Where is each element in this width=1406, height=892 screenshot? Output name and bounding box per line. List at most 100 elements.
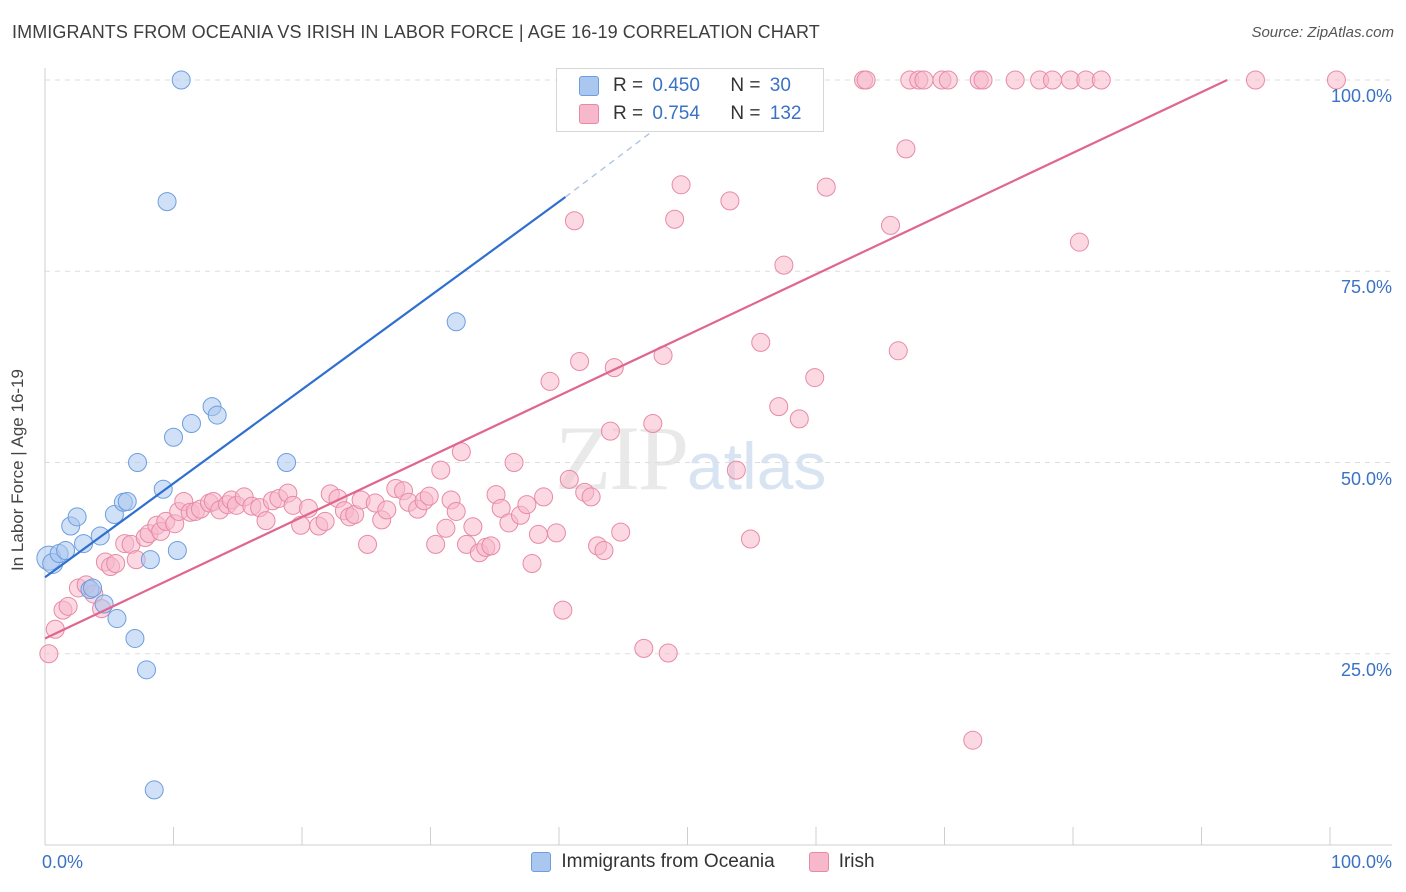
axes	[44, 68, 1392, 846]
legend-n-label: N =	[730, 75, 761, 96]
irish-point	[665, 209, 685, 229]
irish-point	[419, 486, 439, 506]
legend-label-irish: Irish	[838, 851, 875, 872]
legend-r-label: R =	[613, 103, 644, 124]
irish-point	[914, 70, 934, 90]
irish-point	[426, 534, 446, 554]
irish-point	[634, 638, 654, 658]
legend-n-label: N =	[730, 103, 761, 124]
irish-point	[517, 495, 537, 515]
chart-title: IMMIGRANTS FROM OCEANIA VS IRISH IN LABO…	[12, 22, 820, 42]
irish-point	[1245, 70, 1265, 90]
irish-point	[769, 397, 789, 417]
irish-point	[740, 529, 760, 549]
legend-r-value: 0.754	[652, 103, 700, 124]
irish-point	[938, 70, 958, 90]
irish-point	[564, 211, 584, 231]
oceania-trend-line	[44, 196, 567, 579]
y-tick-label: 100.0%	[1330, 86, 1392, 106]
oceania-point	[157, 192, 177, 212]
irish-point	[581, 487, 601, 507]
oceania-point	[117, 492, 137, 512]
oceania-point	[56, 540, 76, 560]
y-tick-label: 25.0%	[1340, 659, 1392, 680]
legend-n-value: 30	[769, 75, 791, 96]
grid-lines	[45, 79, 1392, 655]
irish-point	[436, 518, 456, 538]
irish-point	[106, 553, 126, 573]
irish-point	[896, 139, 916, 159]
oceania-point	[277, 453, 297, 472]
legend-r-label: R =	[613, 75, 644, 96]
oceania-point	[125, 628, 145, 648]
watermark-atlas: atlas	[687, 429, 827, 503]
irish-point	[1326, 70, 1346, 90]
irish-point	[816, 177, 836, 197]
irish-point	[774, 255, 794, 275]
legend-label-oceania: Immigrants from Oceania	[561, 851, 775, 872]
legend-n-value: 132	[769, 103, 802, 124]
legend-swatch-irish	[808, 852, 829, 872]
oceania-point	[144, 780, 164, 800]
irish-point	[1069, 232, 1089, 252]
irish-point	[446, 501, 466, 521]
source-label: Source: ZipAtlas.com	[1251, 24, 1394, 41]
oceania-point	[167, 540, 187, 560]
y-tick-label: 50.0%	[1340, 468, 1392, 489]
irish-point	[431, 460, 451, 480]
irish-point	[315, 511, 335, 531]
irish-point	[463, 517, 483, 537]
irish-point	[481, 536, 501, 556]
irish-point	[540, 371, 560, 391]
correlation-legend: R = 0.450 N = 30 R = 0.754 N = 132	[556, 68, 824, 132]
irish-point	[720, 191, 740, 211]
legend-row-oceania: R = 0.450 N = 30	[579, 74, 791, 98]
trend-lines	[44, 79, 1228, 640]
legend-swatch-oceania	[579, 76, 599, 96]
irish-points	[39, 70, 1346, 750]
legend-item-oceania[interactable]: Immigrants from Oceania	[531, 851, 775, 873]
irish-point	[528, 524, 548, 544]
irish-point	[856, 70, 876, 90]
irish-point	[805, 368, 825, 388]
irish-point	[671, 175, 691, 195]
irish-point	[553, 600, 573, 620]
irish-point	[58, 596, 78, 616]
irish-point	[789, 409, 809, 429]
oceania-point	[107, 609, 127, 629]
irish-point	[751, 332, 771, 352]
irish-point	[291, 515, 311, 535]
oceania-point	[446, 312, 466, 332]
irish-point	[643, 413, 663, 433]
legend-row-irish: R = 0.754 N = 132	[579, 102, 801, 126]
y-axis-title: In Labor Force | Age 16-19	[8, 369, 27, 571]
y-tick-label: 75.0%	[1340, 277, 1392, 298]
oceania-point	[181, 413, 201, 433]
legend-swatch-oceania	[531, 852, 552, 872]
irish-point	[377, 500, 397, 520]
irish-point	[39, 644, 59, 664]
irish-point	[973, 70, 993, 90]
legend-item-irish[interactable]: Irish	[808, 851, 875, 873]
legend-swatch-irish	[579, 104, 599, 124]
oceania-point	[67, 507, 87, 527]
irish-point	[546, 523, 566, 543]
irish-point	[726, 460, 746, 480]
irish-point	[534, 487, 554, 507]
irish-point	[881, 215, 901, 235]
oceania-point	[140, 550, 160, 570]
irish-point	[559, 469, 579, 489]
oceania-point	[128, 453, 148, 472]
irish-point	[283, 495, 303, 515]
irish-point	[963, 730, 983, 750]
irish-point	[600, 421, 620, 441]
legend-r-value: 0.450	[652, 75, 700, 96]
irish-point	[358, 534, 378, 554]
oceania-points	[36, 70, 466, 800]
irish-point	[594, 540, 614, 560]
oceania-point	[164, 427, 183, 447]
oceania-point	[83, 578, 103, 598]
irish-point	[1042, 70, 1062, 90]
x-tick-label: 100.0%	[1330, 852, 1392, 872]
